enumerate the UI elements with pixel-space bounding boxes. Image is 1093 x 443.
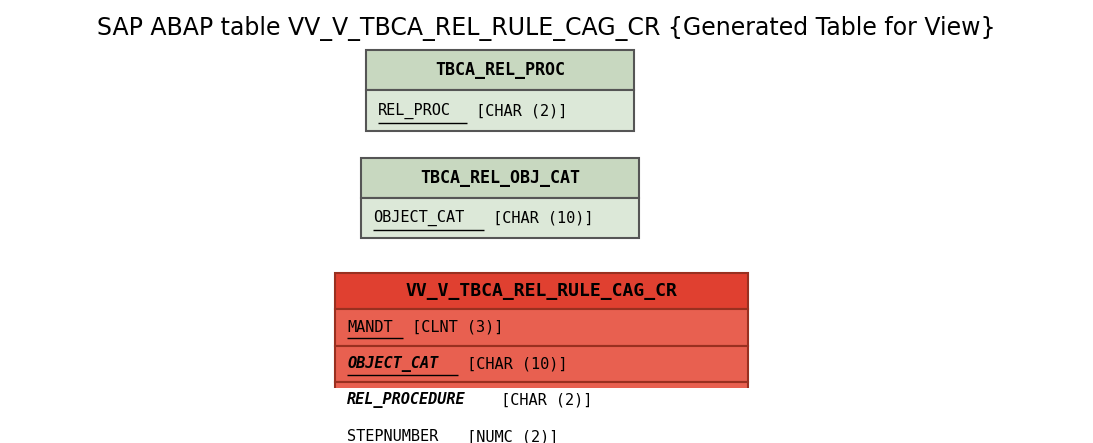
Text: [CLNT (3)]: [CLNT (3)] [402,320,503,335]
Text: SAP ABAP table VV_V_TBCA_REL_RULE_CAG_CR {Generated Table for View}: SAP ABAP table VV_V_TBCA_REL_RULE_CAG_CR… [97,16,996,41]
FancyBboxPatch shape [334,309,748,346]
Text: VV_V_TBCA_REL_RULE_CAG_CR: VV_V_TBCA_REL_RULE_CAG_CR [406,282,678,300]
FancyBboxPatch shape [334,419,748,443]
FancyBboxPatch shape [334,273,748,309]
Text: STEPNUMBER: STEPNUMBER [348,429,438,443]
Text: OBJECT_CAT: OBJECT_CAT [373,210,465,226]
Text: [CHAR (10)]: [CHAR (10)] [484,210,593,225]
FancyBboxPatch shape [366,90,634,131]
Text: [NUMC (2)]: [NUMC (2)] [458,429,559,443]
Text: [CHAR (2)]: [CHAR (2)] [467,103,567,118]
FancyBboxPatch shape [334,346,748,382]
FancyBboxPatch shape [361,198,639,238]
Text: MANDT: MANDT [348,320,392,335]
Text: [CHAR (10)]: [CHAR (10)] [458,356,568,371]
FancyBboxPatch shape [334,382,748,419]
FancyBboxPatch shape [361,158,639,198]
FancyBboxPatch shape [366,50,634,90]
Text: REL_PROCEDURE: REL_PROCEDURE [348,392,466,408]
Text: REL_PROC: REL_PROC [378,102,451,119]
Text: TBCA_REL_PROC: TBCA_REL_PROC [435,61,565,79]
Text: TBCA_REL_OBJ_CAT: TBCA_REL_OBJ_CAT [420,169,580,187]
Text: [CHAR (2)]: [CHAR (2)] [492,393,592,408]
Text: OBJECT_CAT: OBJECT_CAT [348,356,438,372]
